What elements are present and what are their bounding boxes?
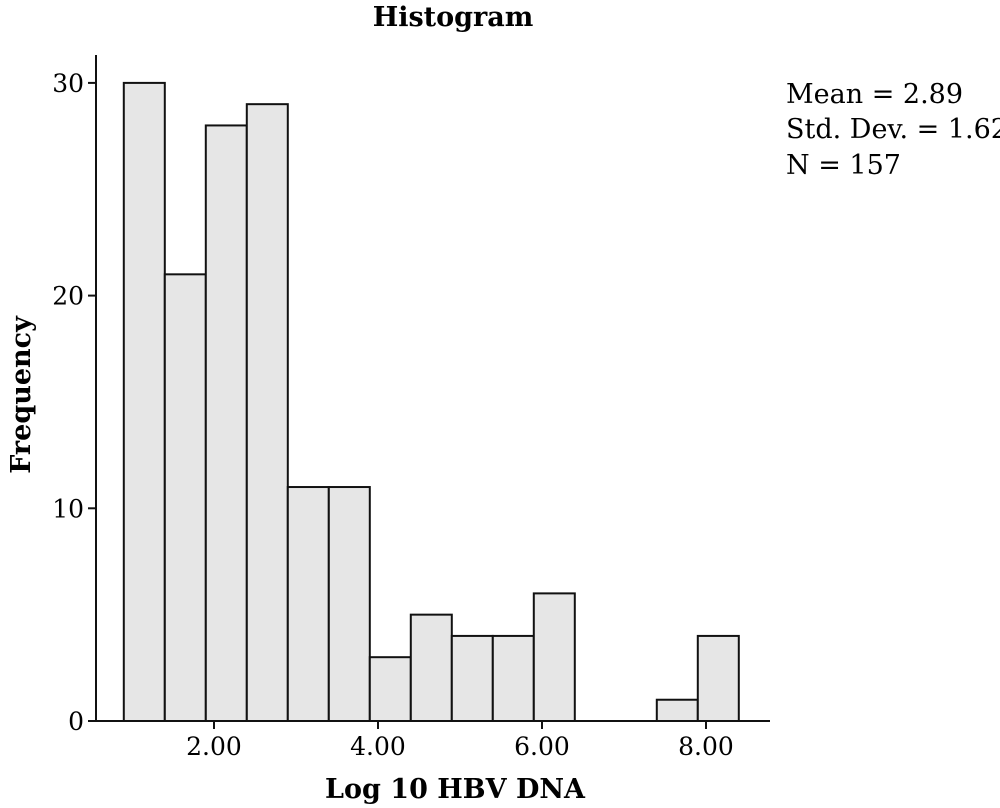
histogram-bar-1 [163,273,207,722]
chart-title: Histogram [373,2,534,33]
x-ticks-group: 2.00 4.00 6.00 8.00 [186,721,734,761]
histogram-bar-0 [122,81,166,722]
x-tick-label: 2.00 [186,732,242,761]
x-tick-label: 6.00 [514,732,570,761]
bars-group [122,81,740,723]
y-tick-label: 0 [68,707,84,736]
y-tick-label: 10 [52,494,84,523]
stat-std-dev: Std. Dev. = 1.623 [786,114,1000,145]
y-ticks-group: 0 10 20 30 [52,69,96,736]
histogram-bar-8 [450,634,494,722]
x-axis-title: Log 10 HBV DNA [325,774,586,805]
histogram-bar-4 [286,486,330,722]
histogram-bar-9 [491,634,535,722]
histogram-bar-5 [327,486,371,722]
y-tick-label: 30 [52,69,84,98]
histogram-bar-2 [204,124,248,722]
y-axis-title: Frequency [6,315,37,474]
x-tick-label: 8.00 [678,732,734,761]
histogram-bar-10 [532,592,576,723]
histogram-bar-13 [655,698,699,722]
histogram-bar-6 [368,656,412,723]
stat-n: N = 157 [786,150,901,181]
histogram-bar-7 [409,613,453,723]
stat-mean: Mean = 2.89 [786,79,963,110]
histogram-bar-14 [696,634,740,722]
y-tick-label: 20 [52,282,84,311]
stats-box: Mean = 2.89 Std. Dev. = 1.623 N = 157 [786,79,1000,181]
x-tick-label: 4.00 [350,732,406,761]
histogram-bar-3 [245,103,289,723]
